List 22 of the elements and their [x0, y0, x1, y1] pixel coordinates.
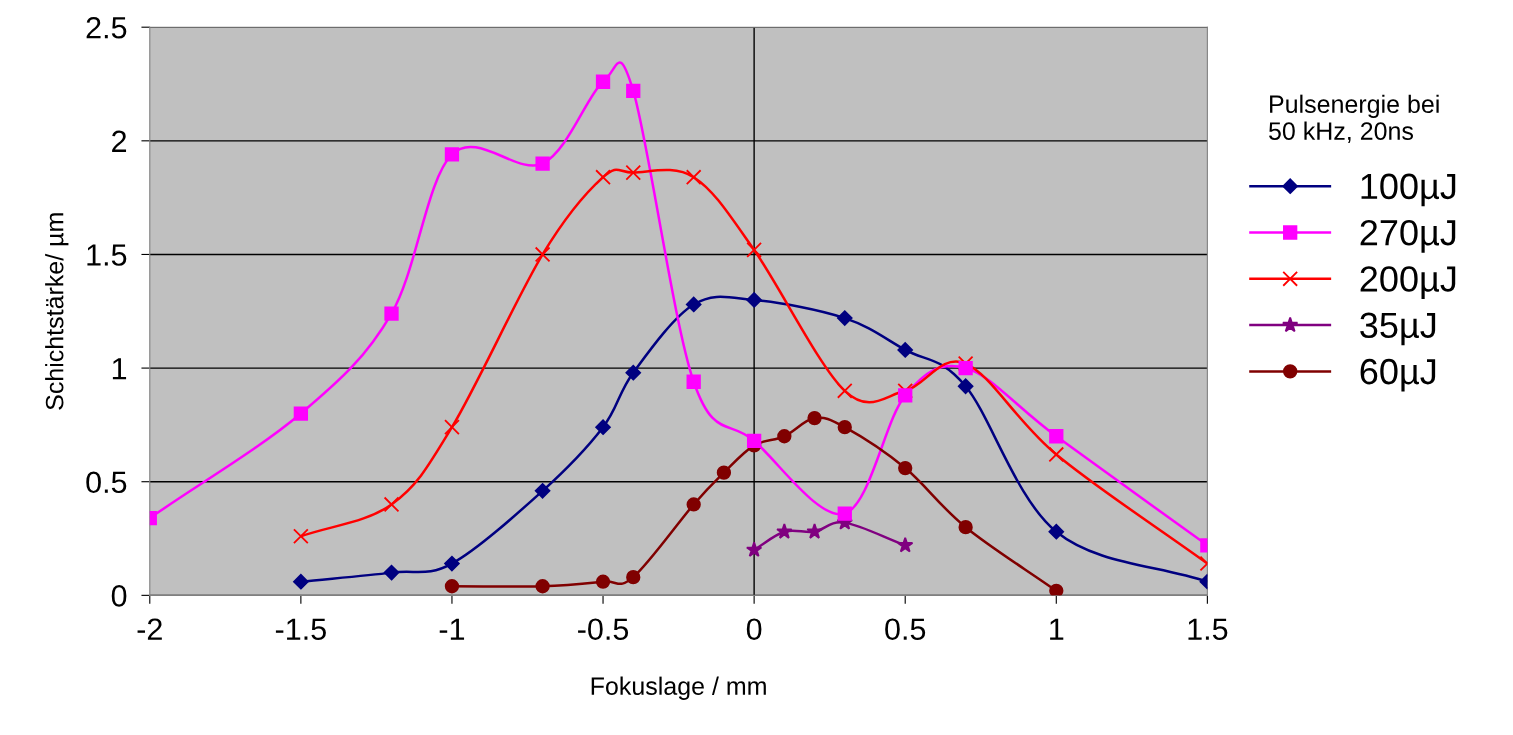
legend-label: 200µJ: [1360, 266, 1456, 299]
x-axis-title: Fokuslage / mm: [591, 676, 766, 700]
x-tick-label: -0.5: [578, 618, 629, 641]
x-tick-label: 0: [746, 618, 762, 641]
legend-label: 60µJ: [1360, 358, 1436, 392]
legend-title: Pulsenergie bei 50 kHz, 20ns: [1269, 94, 1439, 143]
y-tick-label: 2: [112, 130, 127, 152]
y-tick-label: 2.5: [86, 16, 127, 39]
legend-label: 270µJ: [1360, 219, 1456, 253]
x-tick-label: -2: [137, 618, 162, 640]
x-tick-label: 0.5: [885, 618, 926, 641]
y-tick-label: 1.5: [87, 244, 127, 266]
legend-label: 100µJ: [1361, 173, 1456, 207]
y-tick-label: 0.5: [86, 471, 127, 494]
y-tick-label: 1: [112, 358, 127, 380]
x-tick-label: 1: [1050, 618, 1064, 640]
x-tick-label: -1: [439, 618, 465, 640]
y-tick-label: 0: [111, 585, 127, 607]
y-axis-title: Schichtstärke/ µm: [45, 213, 69, 410]
x-tick-label: 1.5: [1188, 618, 1228, 641]
legend-label: 35µJ: [1360, 312, 1436, 346]
x-tick-label: -1.5: [275, 618, 326, 641]
